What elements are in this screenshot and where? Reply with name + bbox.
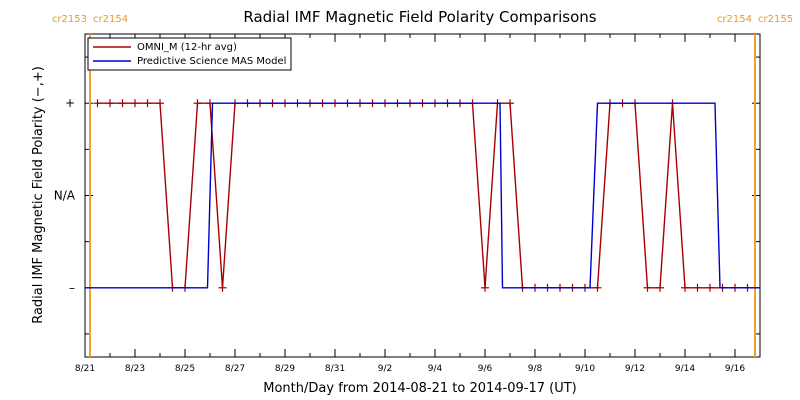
x-tick-label: 8/29 bbox=[275, 364, 295, 374]
series-point-0 bbox=[693, 283, 702, 292]
x-tick-label: 9/8 bbox=[528, 364, 543, 374]
plot-frame bbox=[84, 33, 761, 358]
y-tick-label: + bbox=[65, 96, 75, 110]
series-point-0 bbox=[218, 283, 227, 292]
legend-label-model: Predictive Science MAS Model bbox=[137, 56, 286, 67]
x-tick-label: 9/12 bbox=[625, 364, 645, 374]
y-tick-label: N/A bbox=[54, 189, 76, 203]
x-tick-label: 8/31 bbox=[325, 364, 345, 374]
x-tick-label: 9/6 bbox=[478, 364, 493, 374]
legend: OMNI_M (12-hr avg) Predictive Science MA… bbox=[87, 37, 292, 71]
x-tick-label: 8/21 bbox=[75, 364, 95, 374]
series-point-0 bbox=[593, 283, 602, 292]
series-layer bbox=[85, 99, 760, 292]
series-point-0 bbox=[156, 99, 164, 108]
series-point-0 bbox=[193, 99, 202, 108]
y-axis-label: Radial IMF Magnetic Field Polarity (−,+) bbox=[31, 66, 46, 324]
carrington-label-before: cr2154 bbox=[717, 14, 752, 25]
carrington-label-after: cr2154 bbox=[93, 14, 128, 25]
series-point-0 bbox=[93, 99, 102, 108]
series-point-0 bbox=[118, 99, 127, 108]
x-tick-label: 8/23 bbox=[125, 364, 145, 374]
series-point-0 bbox=[506, 99, 514, 108]
carrington-rotation-lines bbox=[89, 34, 756, 357]
series-point-0 bbox=[106, 99, 114, 108]
carrington-label-after: cr2155 bbox=[758, 14, 793, 25]
series-point-0 bbox=[706, 283, 714, 292]
series-line-1 bbox=[85, 102, 760, 289]
legend-box bbox=[87, 37, 292, 71]
x-tick-label: 9/10 bbox=[575, 364, 595, 374]
chart-title: Radial IMF Magnetic Field Polarity Compa… bbox=[243, 8, 596, 26]
series-line-0 bbox=[97, 102, 748, 289]
x-tick-label: 9/2 bbox=[378, 364, 392, 374]
y-axis-ticks: + N/A – bbox=[54, 56, 760, 335]
x-axis-ticks: 8/21 8/23 8/25 8/27 8/29 8/31 9/2 9/4 9/6 9/8 9/10… bbox=[75, 34, 745, 374]
series-point-0 bbox=[656, 283, 664, 292]
series-point-0 bbox=[643, 283, 652, 292]
y-tick-label: – bbox=[69, 281, 75, 295]
x-tick-label: 9/4 bbox=[428, 364, 443, 374]
legend-label-omni: OMNI_M (12-hr avg) bbox=[137, 42, 237, 53]
series-point-0 bbox=[143, 99, 152, 108]
x-axis-label: Month/Day from 2014-08-21 to 2014-09-17 … bbox=[263, 381, 576, 396]
series-point-0 bbox=[681, 283, 689, 292]
series-point-0 bbox=[131, 99, 139, 108]
x-tick-label: 8/27 bbox=[225, 364, 245, 374]
x-tick-label: 9/14 bbox=[675, 364, 695, 374]
series-point-0 bbox=[481, 283, 489, 292]
x-tick-label: 9/16 bbox=[725, 364, 745, 374]
carrington-label-before: cr2153 bbox=[52, 14, 87, 25]
carrington-labels: cr2153 cr2154 cr2154 cr2155 bbox=[52, 14, 793, 25]
x-tick-label: 8/25 bbox=[175, 364, 195, 374]
